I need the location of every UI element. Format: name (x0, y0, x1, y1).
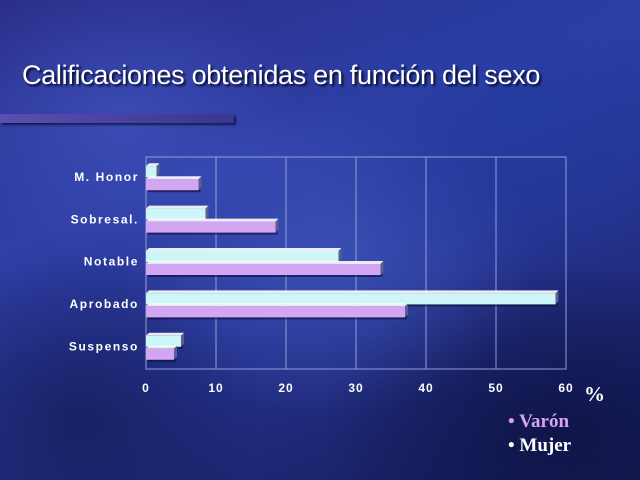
bar-varon-1 (146, 218, 279, 235)
x-axis-unit-label: % (584, 382, 605, 406)
legend-label-varon: Varón (519, 411, 570, 432)
labels-layer: 0 10 20 30 40 50 60 M. Honor Sobresal. Notable Apr… (69, 170, 573, 395)
category-label-4: Suspenso (69, 339, 139, 353)
bar-mujer-0 (146, 163, 160, 180)
x-tick-label-50: 50 (488, 381, 503, 395)
x-tick-label-40: 40 (418, 381, 433, 395)
category-label-3: Aprobado (70, 297, 139, 311)
bar-varon-4 (146, 345, 177, 362)
legend-bullet-mujer: • (508, 435, 515, 456)
bar-mujer-3 (146, 290, 559, 307)
bar-mujer-4 (146, 332, 184, 349)
legend-label-mujer: Mujer (519, 435, 572, 456)
slide-title: Calificaciones obtenidas en función del … (22, 60, 541, 90)
category-label-2: Notable (84, 255, 139, 269)
bars-layer (146, 163, 559, 362)
x-tick-label-30: 30 (348, 381, 363, 395)
legend: • Varón • Mujer (508, 410, 571, 458)
bar-varon-2 (146, 261, 384, 277)
bar-mujer-2 (146, 248, 342, 264)
category-label-0: M. Honor (74, 170, 139, 184)
legend-bullet-varon: • (508, 411, 515, 432)
bar-mujer-1 (146, 205, 209, 222)
x-tick-label-0: 0 (142, 381, 150, 395)
x-tick-label-60: 60 (558, 381, 573, 395)
x-tick-label-10: 10 (208, 381, 223, 395)
title-underline-bar (0, 114, 234, 123)
legend-item-mujer: • Mujer (508, 434, 571, 458)
legend-item-varon: • Varón (508, 410, 571, 434)
category-label-1: Sobresal. (71, 212, 139, 226)
bar-varon-0 (146, 176, 202, 193)
bar-varon-3 (146, 303, 408, 320)
x-tick-label-20: 20 (278, 381, 293, 395)
